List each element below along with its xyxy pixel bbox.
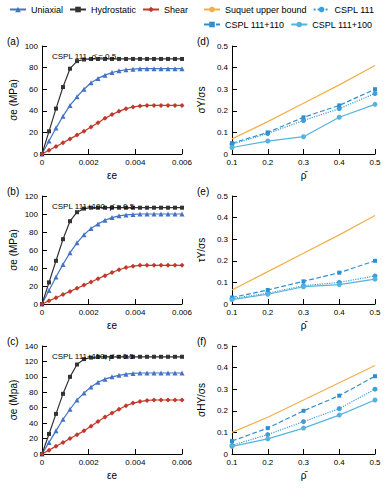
svg-text:0.1: 0.1 — [226, 458, 238, 467]
svg-text:Hydrostatic: Hydrostatic — [91, 5, 137, 15]
svg-text:0.3: 0.3 — [298, 308, 310, 317]
svg-text:100: 100 — [25, 372, 39, 381]
svg-text:Suquet upper bound: Suquet upper bound — [225, 5, 307, 15]
svg-text:60: 60 — [29, 246, 38, 255]
svg-text:0.2: 0.2 — [262, 158, 274, 167]
svg-text:0: 0 — [223, 449, 228, 459]
svg-text:0.5: 0.5 — [369, 458, 381, 467]
svg-text:20: 20 — [29, 282, 38, 291]
svg-text:0.4: 0.4 — [217, 363, 229, 372]
svg-text:CSPL 111+110, ρ̄ = 0.5: CSPL 111+110, ρ̄ = 0.5 — [52, 352, 134, 361]
svg-text:0.4: 0.4 — [217, 63, 229, 72]
svg-text:ρ̄: ρ̄ — [301, 170, 309, 181]
svg-text:(e): (e) — [197, 186, 209, 197]
svg-text:100: 100 — [25, 210, 39, 219]
svg-text:0.5: 0.5 — [217, 342, 229, 351]
svg-text:CSPL 111+100, ρ̄ = 0.5: CSPL 111+100, ρ̄ = 0.5 — [52, 202, 135, 211]
svg-text:80: 80 — [29, 388, 38, 397]
svg-text:CSPL 111, ρ̄ = 0.5: CSPL 111, ρ̄ = 0.5 — [52, 52, 117, 61]
svg-text:0.2: 0.2 — [217, 406, 229, 415]
svg-text:0.4: 0.4 — [217, 213, 229, 222]
svg-text:σe (MPa): σe (MPa) — [8, 229, 19, 271]
svg-text:0: 0 — [223, 299, 228, 309]
svg-text:0.002: 0.002 — [79, 308, 100, 317]
svg-text:0: 0 — [34, 150, 39, 159]
svg-text:40: 40 — [29, 419, 38, 428]
svg-text:0.006: 0.006 — [172, 158, 193, 167]
svg-text:120: 120 — [25, 357, 39, 366]
svg-text:0: 0 — [40, 458, 45, 467]
svg-text:0.2: 0.2 — [217, 256, 229, 265]
svg-text:Shear: Shear — [164, 5, 188, 15]
svg-text:0.1: 0.1 — [217, 128, 229, 137]
svg-text:0: 0 — [223, 149, 228, 159]
svg-text:0.4: 0.4 — [334, 158, 346, 167]
svg-text:0.2: 0.2 — [262, 458, 274, 467]
svg-text:0.4: 0.4 — [334, 458, 346, 467]
svg-text:0.3: 0.3 — [217, 235, 229, 244]
svg-text:60: 60 — [29, 85, 38, 94]
svg-text:0.1: 0.1 — [226, 158, 238, 167]
svg-text:0.1: 0.1 — [217, 278, 229, 287]
svg-text:τY/σs: τY/σs — [196, 238, 207, 263]
svg-text:σe (MPa): σe (MPa) — [8, 79, 19, 121]
svg-text:0: 0 — [34, 450, 39, 459]
svg-text:60: 60 — [29, 403, 38, 412]
svg-text:CSPL 111+110: CSPL 111+110 — [225, 20, 284, 30]
svg-text:0.3: 0.3 — [217, 385, 229, 394]
svg-text:Uniaxial: Uniaxial — [31, 5, 63, 15]
svg-text:80: 80 — [29, 63, 38, 72]
svg-text:CSPL 111+100: CSPL 111+100 — [312, 20, 372, 30]
svg-text:0.5: 0.5 — [369, 158, 381, 167]
svg-text:0.004: 0.004 — [125, 308, 146, 317]
svg-text:(c): (c) — [7, 336, 19, 347]
svg-text:0: 0 — [40, 158, 45, 167]
svg-text:40: 40 — [29, 106, 38, 115]
svg-text:ρ̄: ρ̄ — [301, 320, 309, 331]
svg-text:0.004: 0.004 — [125, 158, 146, 167]
svg-text:σe (Mpa): σe (Mpa) — [8, 380, 19, 421]
svg-text:0: 0 — [40, 308, 45, 317]
svg-text:100: 100 — [25, 42, 39, 51]
svg-text:0.004: 0.004 — [125, 458, 146, 467]
svg-text:0.1: 0.1 — [217, 428, 229, 437]
svg-text:0.5: 0.5 — [217, 42, 229, 51]
svg-text:80: 80 — [29, 228, 38, 237]
svg-text:0: 0 — [34, 300, 39, 309]
svg-text:ρ̄: ρ̄ — [301, 470, 309, 481]
svg-text:0.002: 0.002 — [79, 458, 100, 467]
svg-text:140: 140 — [25, 342, 39, 351]
svg-text:εe: εe — [107, 320, 117, 331]
svg-text:(f): (f) — [197, 336, 206, 347]
svg-text:(a): (a) — [7, 36, 19, 47]
svg-text:(b): (b) — [7, 186, 19, 197]
svg-text:20: 20 — [29, 434, 38, 443]
svg-text:0.006: 0.006 — [172, 308, 193, 317]
svg-text:0.3: 0.3 — [298, 458, 310, 467]
svg-text:120: 120 — [25, 192, 39, 201]
svg-text:εe: εe — [107, 170, 117, 181]
svg-text:σY/σs: σY/σs — [196, 87, 207, 114]
svg-text:0.5: 0.5 — [217, 192, 229, 201]
svg-text:εe: εe — [107, 470, 117, 481]
svg-text:40: 40 — [29, 264, 38, 273]
svg-text:0.1: 0.1 — [226, 308, 238, 317]
svg-text:0.2: 0.2 — [217, 106, 229, 115]
svg-text:0.4: 0.4 — [334, 308, 346, 317]
svg-text:0.002: 0.002 — [79, 158, 100, 167]
svg-text:0.006: 0.006 — [172, 458, 193, 467]
svg-text:20: 20 — [29, 128, 38, 137]
svg-text:CSPL 111: CSPL 111 — [335, 5, 374, 15]
svg-text:0.5: 0.5 — [369, 308, 381, 317]
svg-text:(d): (d) — [197, 36, 209, 47]
svg-text:0.2: 0.2 — [262, 308, 274, 317]
svg-text:0.3: 0.3 — [217, 85, 229, 94]
svg-text:0.3: 0.3 — [298, 158, 310, 167]
svg-text:σHY/σs: σHY/σs — [196, 383, 207, 417]
